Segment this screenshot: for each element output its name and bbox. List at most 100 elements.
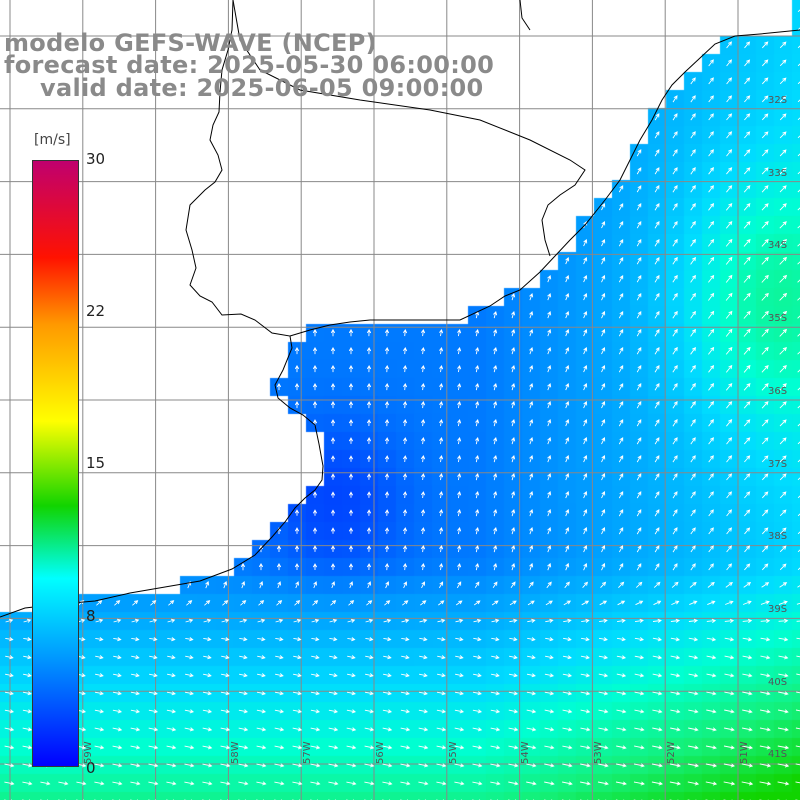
wind-arrow bbox=[526, 781, 537, 786]
wind-arrow bbox=[365, 655, 374, 660]
wind-arrow bbox=[94, 727, 105, 732]
wind-arrow bbox=[672, 437, 678, 445]
wind-arrow bbox=[619, 545, 624, 553]
wind-arrow bbox=[131, 655, 140, 660]
wind-arrow bbox=[238, 709, 249, 714]
wind-arrow bbox=[759, 727, 771, 732]
wind-arrow bbox=[455, 600, 463, 606]
wind-arrow bbox=[364, 763, 375, 768]
wind-arrow bbox=[4, 745, 15, 750]
wind-arrow bbox=[742, 691, 753, 696]
wind-arrow bbox=[726, 149, 733, 157]
wind-arrow bbox=[420, 328, 426, 337]
coastline-segment bbox=[370, 29, 800, 321]
wind-arrow bbox=[220, 709, 231, 714]
wind-arrow bbox=[547, 311, 552, 319]
wind-arrow bbox=[690, 95, 696, 103]
wind-arrow bbox=[654, 113, 660, 121]
wind-arrow bbox=[239, 637, 248, 642]
wind-arrow bbox=[130, 745, 141, 750]
wind-arrow bbox=[384, 364, 390, 373]
wind-arrow bbox=[437, 673, 446, 678]
wind-arrow bbox=[511, 509, 516, 517]
wind-arrow bbox=[618, 437, 624, 445]
wind-arrow bbox=[526, 763, 537, 768]
wind-arrow bbox=[725, 202, 733, 211]
wind-arrow bbox=[364, 709, 375, 714]
wind-arrow bbox=[130, 727, 141, 732]
wind-arrow bbox=[402, 562, 408, 571]
wind-arrow bbox=[797, 189, 800, 193]
wind-arrow bbox=[741, 745, 754, 750]
wind-arrow bbox=[562, 745, 573, 750]
wind-arrow bbox=[708, 310, 715, 319]
wind-arrow bbox=[761, 563, 769, 571]
wind-arrow bbox=[276, 562, 282, 571]
wind-arrow bbox=[690, 274, 696, 283]
wind-arrow bbox=[705, 781, 718, 786]
wind-arrow bbox=[274, 781, 285, 786]
wind-arrow bbox=[439, 346, 444, 355]
wind-arrow bbox=[598, 637, 608, 642]
wind-arrow bbox=[565, 419, 570, 427]
wind-arrow bbox=[724, 691, 735, 696]
wind-arrow bbox=[348, 600, 355, 606]
wind-arrow bbox=[795, 709, 800, 712]
wind-arrow bbox=[312, 527, 318, 534]
wind-arrow bbox=[526, 691, 537, 696]
wind-arrow bbox=[257, 637, 266, 642]
wind-arrow bbox=[618, 562, 624, 571]
wind-arrow bbox=[724, 618, 735, 623]
wind-arrow bbox=[113, 637, 122, 642]
wind-arrow bbox=[635, 600, 644, 606]
wind-arrow bbox=[759, 781, 772, 786]
wind-arrow bbox=[636, 437, 642, 445]
wind-arrow bbox=[457, 544, 462, 553]
wind-arrow bbox=[420, 600, 427, 606]
wind-arrow bbox=[654, 184, 660, 193]
wind-arrow bbox=[583, 401, 588, 409]
wind-arrow bbox=[743, 310, 751, 319]
wind-arrow bbox=[366, 473, 372, 480]
wind-arrow bbox=[726, 95, 732, 103]
wind-arrow bbox=[743, 382, 751, 391]
wind-arrow bbox=[420, 454, 426, 463]
wind-arrow bbox=[688, 745, 699, 750]
wind-arrow bbox=[475, 400, 480, 409]
wind-arrow bbox=[744, 113, 751, 121]
wind-arrow bbox=[383, 673, 392, 678]
wind-arrow bbox=[511, 293, 516, 301]
wind-arrow bbox=[384, 437, 390, 445]
wind-arrow bbox=[743, 167, 751, 175]
wind-arrow bbox=[511, 545, 516, 553]
wind-arrow bbox=[690, 292, 696, 301]
wind-arrow bbox=[493, 436, 498, 445]
wind-arrow bbox=[779, 221, 787, 229]
wind-arrow bbox=[493, 347, 498, 355]
wind-arrow bbox=[741, 763, 754, 768]
wind-arrow bbox=[565, 311, 570, 319]
wind-arrow bbox=[580, 727, 591, 732]
wind-arrow bbox=[779, 41, 787, 49]
wind-arrow bbox=[652, 709, 663, 714]
wind-arrow bbox=[761, 203, 769, 211]
wind-arrow bbox=[654, 563, 660, 571]
wind-arrow bbox=[636, 274, 642, 283]
wind-arrow bbox=[167, 618, 176, 623]
wind-arrow bbox=[687, 781, 700, 786]
wind-arrow bbox=[654, 527, 660, 535]
wind-arrow bbox=[490, 781, 501, 786]
wind-arrow bbox=[565, 509, 570, 517]
wind-arrow bbox=[670, 709, 681, 714]
wind-arrow bbox=[654, 221, 660, 229]
wind-arrow bbox=[779, 149, 787, 157]
wind-arrow bbox=[547, 365, 552, 373]
wind-arrow bbox=[545, 600, 553, 606]
wind-arrow bbox=[475, 562, 480, 571]
wind-arrow bbox=[565, 473, 570, 481]
wind-arrow bbox=[419, 673, 428, 678]
wind-arrow bbox=[726, 455, 733, 463]
lat-label: 40S bbox=[768, 677, 788, 688]
wind-arrow bbox=[565, 491, 570, 499]
